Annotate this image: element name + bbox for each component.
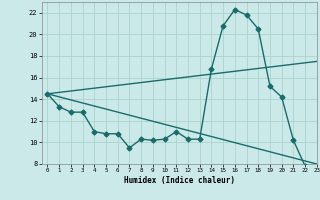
X-axis label: Humidex (Indice chaleur): Humidex (Indice chaleur): [124, 176, 235, 185]
